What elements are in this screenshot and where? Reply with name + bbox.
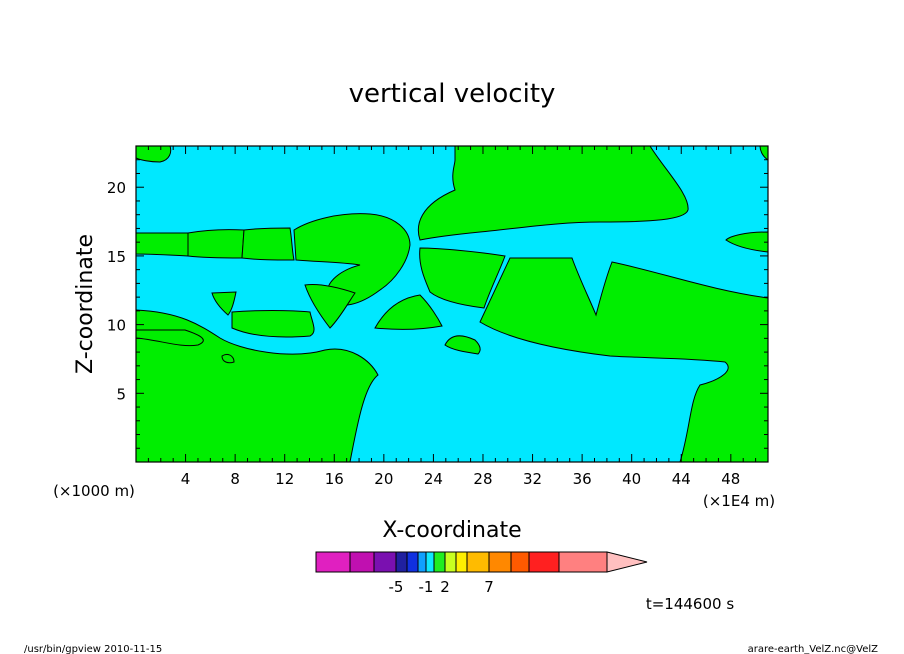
- x-tick-label: 28: [473, 470, 492, 488]
- footer-right: arare-earth_VelZ.nc@VelZ: [748, 644, 879, 654]
- colorbar: -5 -1 2 7: [315, 551, 648, 596]
- x-axis-label: X-coordinate: [382, 518, 521, 543]
- x-tick-label: 12: [275, 470, 294, 488]
- colorbar-box: [444, 551, 457, 573]
- colorbar-box: [425, 551, 435, 573]
- x-tick-label: 20: [374, 470, 393, 488]
- colorbar-tick-label: -1: [419, 578, 434, 596]
- y-tick-label: 10: [107, 317, 126, 335]
- x-tick-label: 48: [721, 470, 740, 488]
- green-region-mid-blob: [293, 213, 411, 306]
- colorbar-box: [510, 551, 530, 573]
- chart-title: vertical velocity: [349, 79, 556, 109]
- colorbar-arrow: [606, 551, 648, 573]
- x-tick-label: 36: [573, 470, 592, 488]
- green-region-small-2: [231, 310, 315, 338]
- x-unit-left: (×1000 m): [53, 482, 135, 500]
- colorbar-box: [528, 551, 560, 573]
- green-region-small-3: [211, 291, 237, 316]
- colorbar-box: [558, 551, 608, 573]
- green-region-band-left-3: [241, 227, 295, 261]
- colorbar-box: [417, 551, 427, 573]
- colorbar-box: [433, 551, 446, 573]
- x-unit-right: (×1E4 m): [703, 492, 775, 510]
- colorbar-box: [488, 551, 512, 573]
- colorbar-box: [373, 551, 397, 573]
- green-region-center-wedge: [419, 247, 506, 309]
- y-ticks: 5 10 15 20: [107, 159, 768, 449]
- x-tick-label: 8: [230, 470, 240, 488]
- x-tick-label: 16: [325, 470, 344, 488]
- x-tick-label: 32: [523, 470, 542, 488]
- colorbar-tick-label: -5: [389, 578, 404, 596]
- x-tick-label: 44: [672, 470, 691, 488]
- footer-left: /usr/bin/gpview 2010-11-15: [24, 644, 162, 654]
- x-tick-label: 24: [424, 470, 443, 488]
- colorbar-tick-label: 2: [440, 578, 450, 596]
- colorbar-box: [315, 551, 351, 573]
- y-tick-label: 5: [116, 385, 126, 403]
- green-region-small-5: [444, 335, 481, 355]
- x-tick-label: 40: [622, 470, 641, 488]
- colorbar-box: [349, 551, 375, 573]
- colorbar-box: [395, 551, 408, 573]
- colorbar-tick-label: 7: [484, 578, 494, 596]
- green-region-band-left-1: [136, 232, 189, 257]
- green-region-small-4: [374, 294, 443, 330]
- green-region-small-6: [221, 353, 235, 364]
- green-region-top-right-edge: [759, 146, 768, 161]
- green-region-top-left: [136, 146, 172, 163]
- y-tick-label: 20: [107, 179, 126, 197]
- time-label: t=144600 s: [646, 595, 734, 613]
- y-axis-label: Z-coordinate: [73, 234, 98, 374]
- y-tick-label: 15: [107, 248, 126, 266]
- colorbar-box: [455, 551, 468, 573]
- green-region-bottom-left: [136, 309, 379, 462]
- x-tick-label: 4: [181, 470, 191, 488]
- x-ticks: 4 8 12 16 20 24 28 32 36 40 44 48: [147, 146, 757, 488]
- plot-frame: [135, 145, 769, 463]
- colorbar-box: [466, 551, 490, 573]
- green-region-top: [417, 146, 689, 241]
- green-region-small-1: [304, 284, 356, 329]
- green-region-left-lobe: [136, 329, 204, 347]
- colorbar-box: [406, 551, 419, 573]
- green-region-band-right: [479, 257, 768, 462]
- green-region-band-left-2: [187, 229, 245, 259]
- green-region-right-edge-lobe: [725, 231, 768, 253]
